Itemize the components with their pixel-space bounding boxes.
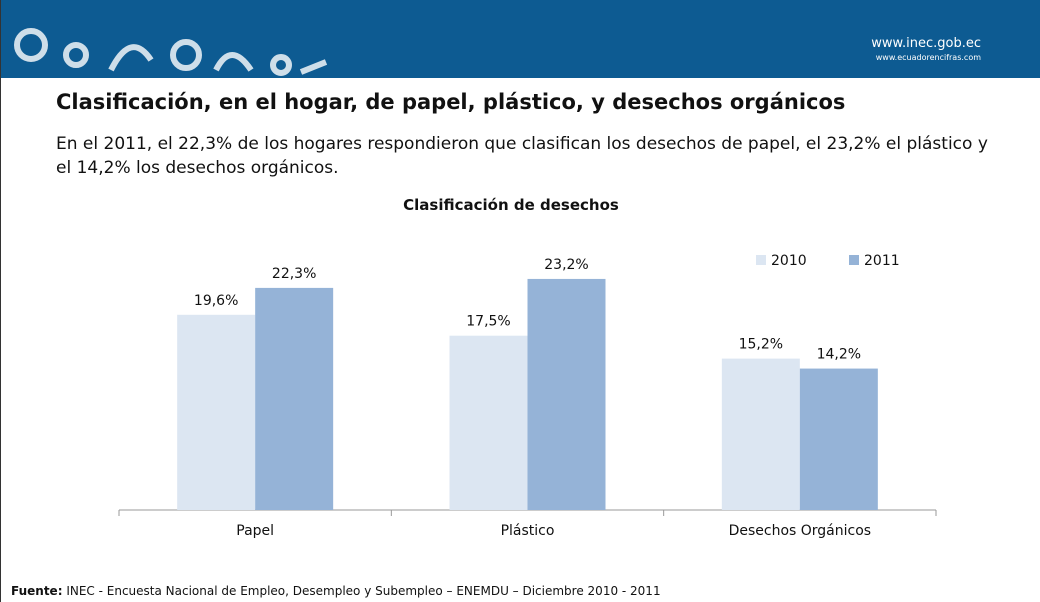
body-text: En el 2011, el 22,3% de los hogares resp…	[56, 134, 988, 178]
bar	[449, 335, 528, 510]
legend-swatch	[849, 255, 859, 265]
chart-title: Clasificación de desechos	[403, 196, 619, 214]
value-label: 19,6%	[194, 293, 238, 309]
url-small: www.ecuadorencifras.com	[875, 53, 981, 62]
bar	[255, 287, 334, 510]
legend-label: 2011	[864, 253, 900, 269]
source-label: Fuente:	[11, 584, 63, 598]
x-tick-label: Desechos Orgánicos	[729, 523, 872, 539]
source: Fuente: INEC - Encuesta Nacional de Empl…	[11, 584, 661, 598]
decoration	[14, 28, 328, 76]
legend-label: 2010	[771, 253, 807, 269]
value-label: 15,2%	[739, 337, 783, 353]
legend-swatch	[756, 255, 766, 265]
bar	[177, 314, 256, 510]
url: www.inec.gob.ec	[871, 36, 981, 51]
value-label: 23,2%	[544, 257, 588, 273]
slide-title: Clasificación, en el hogar, de papel, pl…	[56, 90, 846, 114]
header-band: www.inec.gob.ec www.ecuadorencifras.com	[1, 0, 1040, 78]
value-label: 14,2%	[817, 347, 861, 363]
x-tick-label: Papel	[236, 523, 274, 539]
source-text: INEC - Encuesta Nacional de Empleo, Dese…	[66, 584, 661, 598]
x-tick-label: Plástico	[501, 523, 555, 539]
value-label: 22,3%	[272, 266, 316, 282]
chart: Clasificación de desechos Papel 19,6% 22,3…	[118, 196, 937, 539]
bar	[527, 278, 606, 510]
value-label: 17,5%	[466, 314, 510, 330]
bar	[799, 368, 878, 510]
bar	[721, 358, 800, 510]
